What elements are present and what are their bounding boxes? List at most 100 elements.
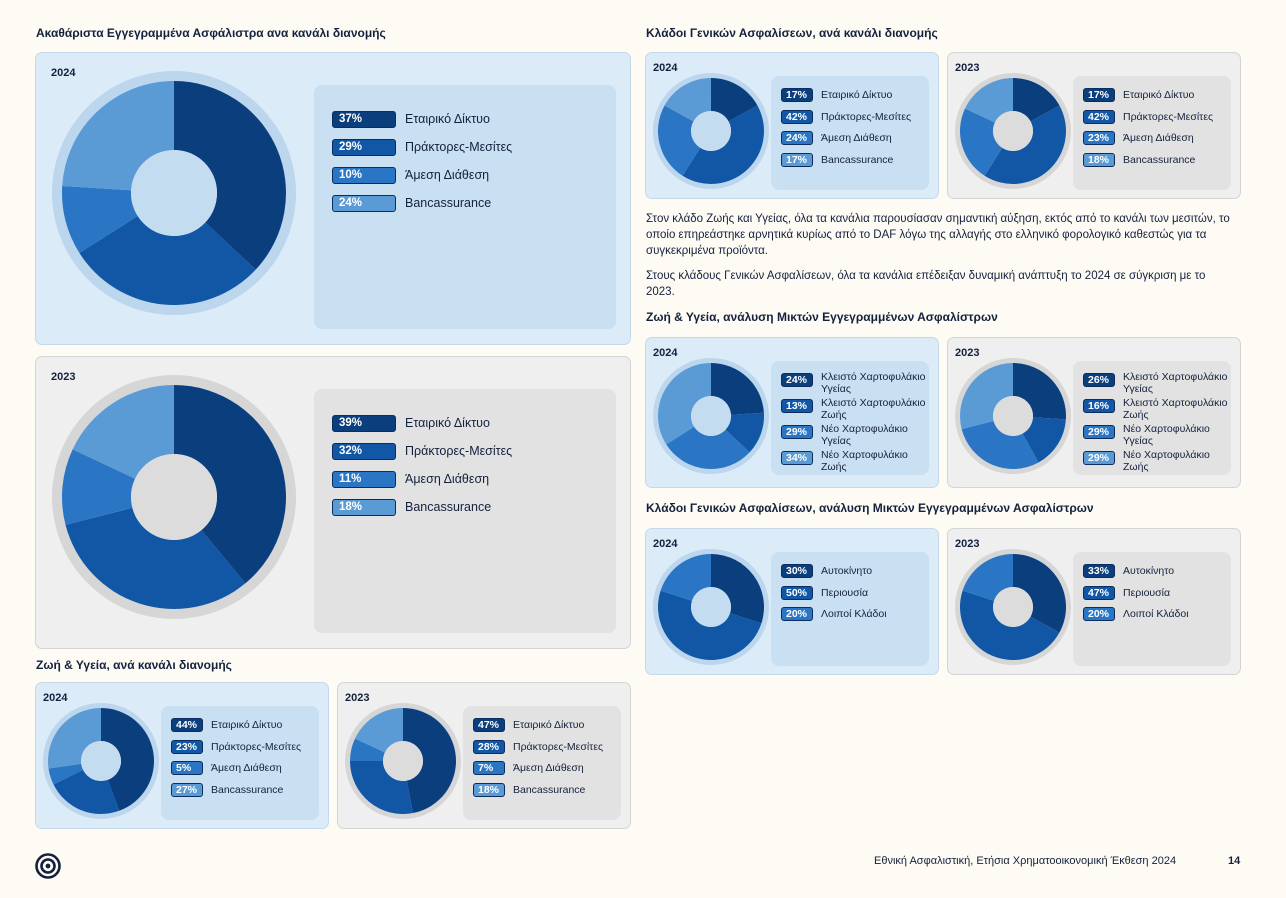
year-label: 2024 xyxy=(653,62,678,74)
donut-chart xyxy=(43,703,159,819)
legend-item: 47% Περιουσία xyxy=(1083,585,1170,600)
value-badge: 23% xyxy=(1083,131,1115,145)
donut-slice-εταιρικό-δίκτυο xyxy=(174,385,287,584)
donut-slice-νέο-χαρτοφυλάκιο-υγείας xyxy=(666,426,750,469)
legend-item: 26% Κλειστό Χαρτοφυλάκιο Υγείας xyxy=(1083,371,1235,395)
legend-label: Περιουσία xyxy=(821,586,869,599)
legend-label: Πράκτορες-Μεσίτες xyxy=(211,740,302,753)
donut-slice-κλειστό-χαρτοφυλάκιο-ζωής xyxy=(725,412,764,453)
legend-item: 33% Αυτοκίνητο xyxy=(1083,564,1174,578)
legend-item: 11% Άμεση Διάθεση xyxy=(332,471,489,488)
year-label: 2024 xyxy=(653,347,678,359)
legend-item: 34% Νέο Χαρτοφυλάκιο Ζωής xyxy=(781,449,933,473)
legend-label: Κλειστό Χαρτοφυλάκιο Ζωής xyxy=(821,397,926,421)
legend-item: 29% Πράκτορες-Μεσίτες xyxy=(332,139,512,156)
chart-legend: 39% Εταιρικό Δίκτυο 32% Πράκτορες-Μεσίτες 11… xyxy=(314,389,616,633)
legend-item: 39% Εταιρικό Δίκτυο xyxy=(332,415,490,432)
donut-slice-άμεση-διάθεση xyxy=(350,738,385,761)
legend-item: 24% Άμεση Διάθεση xyxy=(781,131,892,145)
legend-label: Άμεση Διάθεση xyxy=(821,132,892,144)
donut-slice-άμεση-διάθεση xyxy=(48,763,84,785)
life-2024-panel: 2024 44% Εταιρικό Δίκτυο 23% Πράκτορες-Μεσίτ… xyxy=(35,682,329,829)
legend-label: Bancassurance xyxy=(211,783,284,796)
legend-label: Bancassurance xyxy=(405,196,492,210)
legend-item: 13% Κλειστό Χαρτοφυλάκιο Ζωής xyxy=(781,397,933,421)
value-badge: 29% xyxy=(1083,425,1115,439)
legend-item: 42% Πράκτορες-Μεσίτες xyxy=(1083,109,1214,124)
legend-item: 5% Άμεση Διάθεση xyxy=(171,761,282,775)
donut-slice-κλειστό-χαρτοφυλάκιο-υγείας xyxy=(711,363,764,415)
year-label: 2023 xyxy=(345,692,370,704)
donut-chart xyxy=(653,358,769,474)
legend-label: Πράκτορες-Μεσίτες xyxy=(1123,110,1214,123)
chart-legend: 30% Αυτοκίνητο 50% Περιουσία 20% Λοιποί Κλάδο… xyxy=(771,552,929,666)
legend-item: 50% Περιουσία xyxy=(781,585,869,600)
donut-chart xyxy=(653,549,769,665)
value-badge: 17% xyxy=(1083,88,1115,102)
chart-legend: 33% Αυτοκίνητο 47% Περιουσία 20% Λοιποί Κλάδο… xyxy=(1073,552,1231,666)
gen-2024-panel: 2024 17% Εταιρικό Δίκτυο 42% Πράκτορες-Μεσίτ… xyxy=(645,52,939,199)
value-badge: 26% xyxy=(1083,373,1115,387)
donut-slice-κλειστό-χαρτοφυλάκιο-ζωής xyxy=(1022,417,1066,463)
donut-slice-περιουσία xyxy=(960,590,1060,660)
legend-item: 23% Άμεση Διάθεση xyxy=(1083,131,1194,145)
legend-item: 24% Bancassurance xyxy=(332,195,491,212)
value-badge: 17% xyxy=(781,152,813,167)
legend-label: Εταιρικό Δίκτυο xyxy=(1123,89,1195,101)
donut-chart xyxy=(955,549,1071,665)
legend-item: 47% Εταιρικό Δίκτυο xyxy=(473,718,584,732)
year-label: 2023 xyxy=(955,62,980,74)
legend-item: 32% Πράκτορες-Μεσίτες xyxy=(332,443,512,460)
legend-label: Εταιρικό Δίκτυο xyxy=(821,89,893,101)
footer-report-title: Εθνική Ασφαλιστική, Ετήσια Χρηματοοικονο… xyxy=(874,855,1177,867)
donut-hole xyxy=(383,741,423,781)
chart-legend: 17% Εταιρικό Δίκτυο 42% Πράκτορες-Μεσίτες 24… xyxy=(771,76,929,190)
legend-label: Αυτοκίνητο xyxy=(1123,565,1175,577)
general-mixed-title: Κλάδοι Γενικών Ασφαλίσεων, ανάλυση Μικτώ… xyxy=(646,501,1094,515)
donut-slice-πράκτορες-μεσίτες xyxy=(350,761,413,814)
value-badge: 20% xyxy=(1083,607,1115,621)
legend-label: Bancassurance xyxy=(405,500,492,514)
legend-item: 17% Εταιρικό Δίκτυο xyxy=(781,88,892,102)
legend-item: 20% Λοιποί Κλάδοι xyxy=(1083,607,1189,621)
year-label: 2023 xyxy=(51,371,76,383)
chart-legend: 37% Εταιρικό Δίκτυο 29% Πράκτορες-Μεσίτες 10… xyxy=(314,85,616,329)
donut-slice-περιουσία xyxy=(657,590,762,661)
value-badge: 24% xyxy=(781,373,813,387)
genmix-2024-panel: 2024 30% Αυτοκίνητο 50% Περιουσία 20% Λοιποί Κ… xyxy=(645,528,939,675)
donut-slice-bancassurance xyxy=(355,708,403,753)
donut-slice-εταιρικό-δίκτυο xyxy=(1013,78,1060,122)
value-badge: 24% xyxy=(781,131,813,145)
donut-slice-εταιρικό-δίκτυο xyxy=(403,708,457,814)
life-health-channel-title: Ζωή & Υγεία, ανά κανάλι διανομής xyxy=(36,658,232,672)
legend-label: Πράκτορες-Μεσίτες xyxy=(405,140,513,154)
value-badge: 50% xyxy=(781,585,813,600)
legend-item: 29% Νέο Χαρτοφυλάκιο Ζωής xyxy=(1083,449,1235,473)
donut-slice-άμεση-διάθεση xyxy=(960,108,1003,176)
donut-chart xyxy=(653,73,769,189)
year-label: 2024 xyxy=(51,67,76,79)
legend-label: Νέο Χαρτοφυλάκιο Υγείας xyxy=(1123,423,1210,447)
legend-item: 17% Εταιρικό Δίκτυο xyxy=(1083,88,1194,102)
value-badge: 39% xyxy=(332,415,396,432)
donut-slice-bancassurance xyxy=(62,81,174,191)
legend-label: Εταιρικό Δίκτυο xyxy=(405,416,490,430)
legend-item: 7% Άμεση Διάθεση xyxy=(473,761,584,775)
legend-item: 23% Πράκτορες-Μεσίτες xyxy=(171,739,302,754)
gross-premiums-title: Ακαθάριστα Εγγεγραμμένα Ασφάλιστρα ανα κ… xyxy=(36,26,386,40)
value-badge: 18% xyxy=(332,499,396,516)
donut-hole xyxy=(993,587,1033,627)
legend-label: Εταιρικό Δίκτυο xyxy=(513,719,585,731)
value-badge: 16% xyxy=(1083,399,1115,413)
legend-label: Νέο Χαρτοφυλάκιο Ζωής xyxy=(1123,449,1210,473)
general-commentary: Στους κλάδους Γενικών Ασφαλίσεων, όλα τα… xyxy=(646,270,1206,298)
value-badge: 29% xyxy=(1083,451,1115,465)
value-badge: 28% xyxy=(473,739,505,754)
legend-label: Εταιρικό Δίκτυο xyxy=(211,719,283,731)
legend-item: 27% Bancassurance xyxy=(171,782,284,797)
legend-item: 18% Bancassurance xyxy=(473,782,585,797)
donut-hole xyxy=(691,396,731,436)
donut-slice-πράκτορες-μεσίτες xyxy=(79,216,256,305)
donut-hole xyxy=(81,741,121,781)
value-badge: 29% xyxy=(781,425,813,439)
